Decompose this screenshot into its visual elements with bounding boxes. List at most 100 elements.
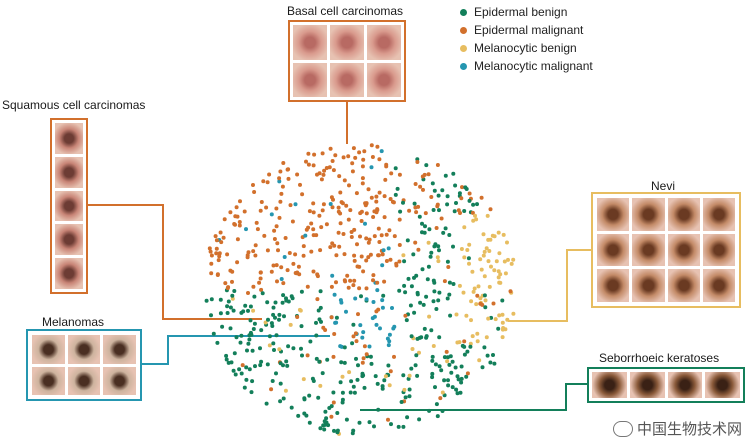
embedding-point: [479, 267, 484, 272]
embedding-point: [324, 166, 329, 170]
embedding-point: [261, 179, 266, 184]
embedding-point: [347, 370, 352, 375]
embedding-point: [445, 296, 450, 301]
embedding-point: [235, 237, 240, 242]
embedding-point: [209, 261, 214, 266]
embedding-point: [427, 314, 432, 319]
embedding-point: [469, 299, 474, 304]
embedding-point: [331, 354, 336, 359]
embedding-point: [433, 362, 438, 367]
embedding-point: [406, 276, 411, 281]
embedding-point: [402, 387, 407, 392]
embedding-point: [393, 192, 398, 197]
embedding-point: [416, 247, 421, 252]
embedding-point: [386, 343, 391, 348]
embedding-point: [286, 344, 291, 349]
embedding-point: [406, 376, 411, 381]
embedding-point: [271, 312, 276, 317]
embedding-point: [451, 282, 456, 286]
embedding-point: [407, 387, 412, 392]
embedding-point: [258, 363, 263, 368]
embedding-point: [223, 281, 228, 286]
basal-cell-carcinomas-image-panel: [288, 20, 406, 102]
embedding-point: [310, 376, 315, 381]
embedding-point: [388, 257, 393, 262]
embedding-point: [252, 294, 257, 299]
embedding-point: [471, 202, 476, 207]
embedding-point: [374, 309, 379, 314]
embedding-point: [421, 302, 426, 307]
embedding-point: [403, 290, 408, 295]
embedding-point: [437, 364, 442, 369]
embedding-point: [224, 357, 229, 362]
embedding-point: [386, 363, 391, 368]
embedding-point: [481, 253, 486, 258]
embedding-point: [369, 195, 374, 200]
embedding-point: [438, 396, 443, 401]
embedding-point: [443, 173, 448, 178]
embedding-point: [274, 224, 279, 229]
embedding-point: [316, 395, 321, 400]
embedding-point: [435, 255, 440, 260]
embedding-point: [446, 265, 451, 269]
embedding-point: [351, 146, 356, 151]
lesion-thumbnail: [32, 335, 65, 364]
embedding-point: [232, 351, 237, 356]
embedding-point: [422, 326, 427, 331]
embedding-point: [373, 374, 378, 379]
embedding-point: [447, 362, 452, 367]
legend-swatch: [460, 8, 467, 16]
embedding-point: [230, 269, 235, 274]
embedding-point: [392, 354, 396, 359]
embedding-point: [314, 320, 318, 325]
embedding-point: [269, 387, 274, 392]
embedding-point: [340, 374, 345, 379]
embedding-point: [470, 334, 475, 339]
embedding-point: [403, 395, 408, 400]
embedding-point: [404, 318, 409, 323]
embedding-point: [390, 199, 395, 204]
embedding-point: [333, 320, 338, 325]
embedding-point: [475, 202, 479, 207]
embedding-point: [498, 272, 503, 277]
embedding-point: [251, 327, 256, 331]
embedding-point: [322, 427, 327, 432]
embedding-point: [453, 365, 458, 370]
lesion-thumbnail: [702, 198, 735, 231]
embedding-point: [301, 377, 306, 382]
embedding-point: [318, 383, 323, 388]
embedding-point: [332, 428, 336, 433]
embedding-point: [302, 397, 307, 402]
embedding-point: [208, 249, 213, 254]
embedding-point: [320, 151, 325, 156]
embedding-point: [496, 269, 501, 274]
embedding-point: [286, 176, 291, 181]
embedding-point: [351, 334, 356, 339]
embedding-point: [350, 431, 355, 436]
embedding-point: [342, 178, 347, 183]
embedding-point: [272, 228, 277, 233]
embedding-point: [320, 208, 325, 213]
embedding-point: [275, 241, 280, 246]
embedding-point: [409, 334, 414, 339]
embedding-point: [288, 203, 293, 208]
label-nevi: Nevi: [651, 179, 676, 193]
embedding-point: [448, 313, 453, 318]
embedding-point: [349, 235, 354, 239]
embedding-point: [362, 385, 367, 390]
embedding-point: [369, 165, 374, 170]
embedding-point: [376, 226, 381, 231]
embedding-point: [352, 390, 357, 395]
embedding-point: [352, 258, 357, 263]
embedding-point: [433, 385, 437, 390]
embedding-point: [459, 196, 464, 201]
lesion-thumbnail: [330, 25, 364, 60]
embedding-point: [323, 328, 328, 332]
legend-swatch: [460, 62, 467, 70]
embedding-point: [319, 177, 324, 182]
embedding-point: [239, 371, 244, 376]
embedding-point: [318, 289, 323, 294]
lesion-thumbnail: [667, 372, 703, 398]
embedding-point: [327, 165, 332, 170]
embedding-point: [378, 326, 382, 331]
